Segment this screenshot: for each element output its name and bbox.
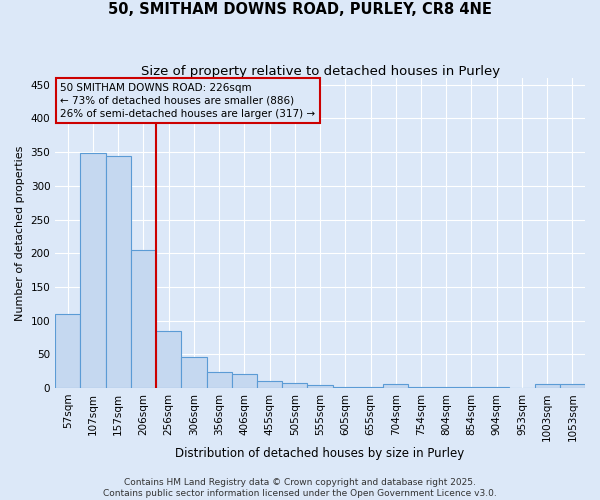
X-axis label: Distribution of detached houses by size in Purley: Distribution of detached houses by size …	[175, 447, 465, 460]
Bar	[535, 384, 560, 388]
Bar	[206, 372, 232, 388]
Bar	[55, 314, 80, 388]
Bar	[282, 382, 307, 388]
Text: Contains HM Land Registry data © Crown copyright and database right 2025.
Contai: Contains HM Land Registry data © Crown c…	[103, 478, 497, 498]
Bar	[307, 386, 332, 388]
Y-axis label: Number of detached properties: Number of detached properties	[15, 146, 25, 320]
Bar	[383, 384, 409, 388]
Text: 50, SMITHAM DOWNS ROAD, PURLEY, CR8 4NE: 50, SMITHAM DOWNS ROAD, PURLEY, CR8 4NE	[108, 2, 492, 18]
Bar	[80, 154, 106, 388]
Bar	[560, 384, 585, 388]
Bar	[181, 357, 206, 388]
Bar	[156, 332, 181, 388]
Bar	[332, 386, 358, 388]
Bar	[409, 386, 434, 388]
Title: Size of property relative to detached houses in Purley: Size of property relative to detached ho…	[140, 65, 500, 78]
Text: 50 SMITHAM DOWNS ROAD: 226sqm
← 73% of detached houses are smaller (886)
26% of : 50 SMITHAM DOWNS ROAD: 226sqm ← 73% of d…	[61, 82, 316, 119]
Bar	[434, 386, 459, 388]
Bar	[106, 156, 131, 388]
Bar	[232, 374, 257, 388]
Bar	[131, 250, 156, 388]
Bar	[257, 381, 282, 388]
